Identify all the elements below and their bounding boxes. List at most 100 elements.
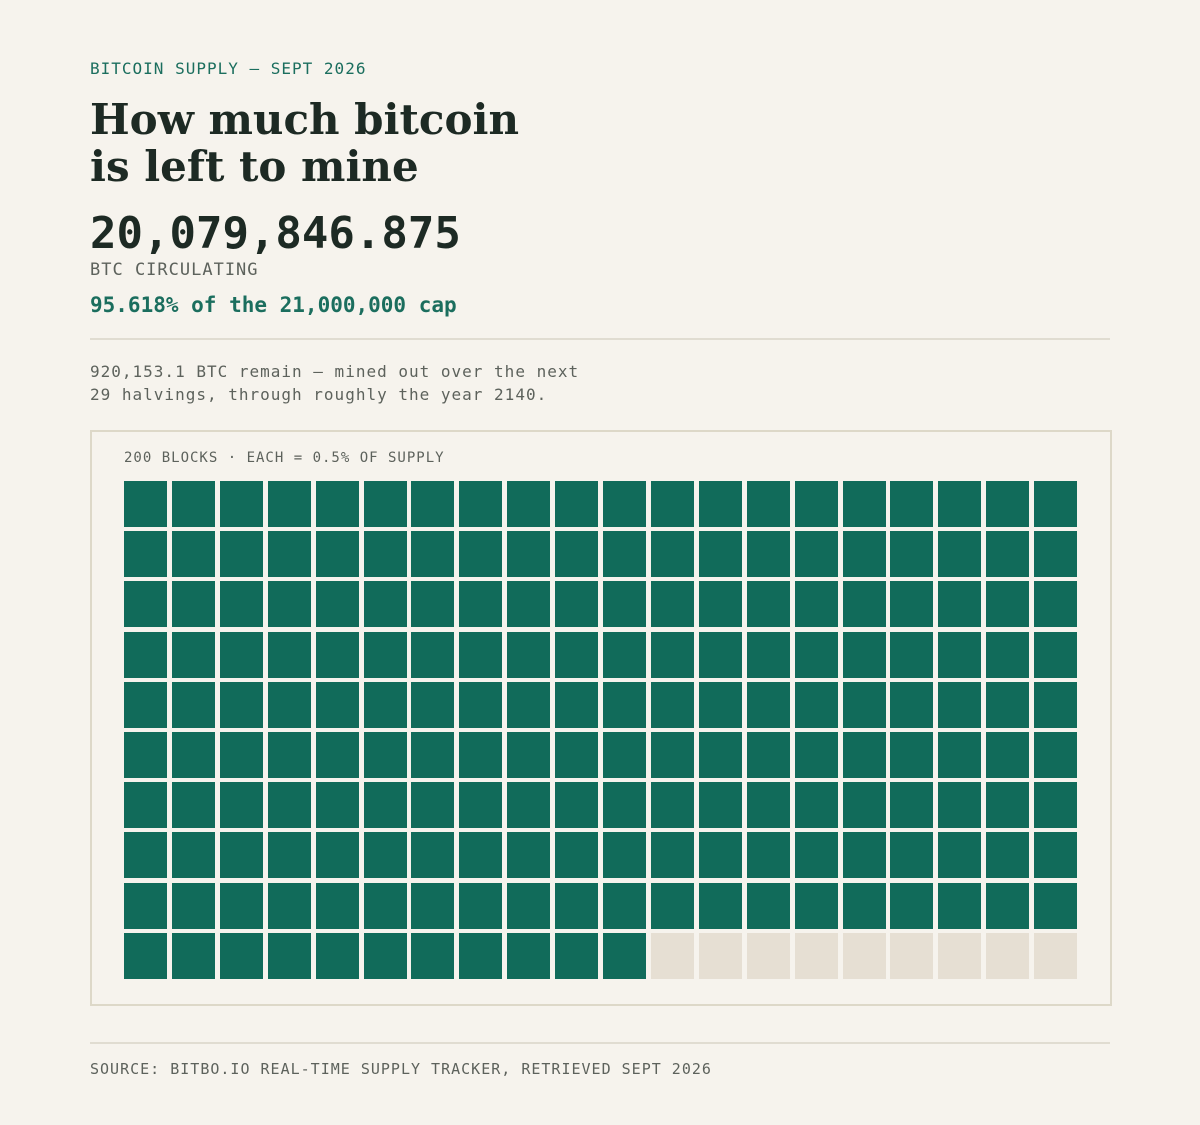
waffle-block [124,782,167,829]
waffle-block [698,531,742,578]
waffle-block [746,581,790,628]
waffle-block [411,481,455,527]
waffle-block [603,782,646,829]
title-line: How much bitcoin [90,95,519,144]
waffle-block [459,481,503,527]
waffle-block [938,782,982,829]
waffle-block [171,581,215,628]
waffle-block [507,832,551,879]
waffle-block [650,531,694,578]
waffle-block [219,581,263,628]
waffle-block [267,581,311,628]
waffle-block [219,732,263,778]
waffle-block [1034,681,1078,728]
waffle-block [603,481,646,527]
remain-line: 920,153.1 BTC remain — mined out over th… [90,362,580,381]
waffle-block [746,882,790,929]
waffle-block [411,882,455,929]
waffle-block [267,631,311,678]
waffle-block [842,481,886,527]
waffle-block [363,681,407,728]
waffle-block [986,932,1030,979]
waffle-block [650,481,694,527]
waffle-block [794,782,838,829]
waffle-block [890,732,934,778]
waffle-block [986,631,1030,678]
waffle-block [315,932,359,979]
waffle-block [746,681,790,728]
waffle-block [267,481,311,527]
waffle-block [746,732,790,778]
waffle-block [650,882,694,929]
waffle-block [890,631,934,678]
waffle-block [746,932,790,979]
waffle-block [363,631,407,678]
waffle-block [698,681,742,728]
waffle-block [986,882,1030,929]
waffle-block [938,581,982,628]
waffle-block [171,681,215,728]
chart-box: 200 BLOCKS · EACH = 0.5% OF SUPPLY [90,430,1112,1006]
waffle-block [459,782,503,829]
waffle-block [794,481,838,527]
waffle-block [1034,631,1078,678]
waffle-block [842,882,886,929]
waffle-block [842,932,886,979]
waffle-block [555,631,599,678]
waffle-block [124,631,167,678]
source: SOURCE: BITBO.IO REAL-TIME SUPPLY TRACKE… [90,1060,712,1078]
waffle-block [171,782,215,829]
waffle-block [746,782,790,829]
waffle-block [124,882,167,929]
waffle-block [411,732,455,778]
waffle-block [267,531,311,578]
divider [90,338,1110,340]
waffle-block [890,681,934,728]
waffle-block [219,481,263,527]
waffle-block [411,581,455,628]
divider [90,1042,1110,1044]
waffle-block [315,631,359,678]
waffle-block [794,882,838,929]
waffle-block [124,932,167,979]
waffle-block [219,531,263,578]
waffle-block [219,932,263,979]
waffle-block [459,932,503,979]
waffle-block [650,732,694,778]
waffle-block [986,732,1030,778]
waffle-block [794,631,838,678]
waffle-block [267,732,311,778]
waffle-block [555,681,599,728]
waffle-block [315,782,359,829]
title-line: is left to mine [90,142,419,191]
waffle-block [507,732,551,778]
waffle-block [794,832,838,879]
waffle-block [315,681,359,728]
waffle-block [363,882,407,929]
waffle-block [363,481,407,527]
waffle-block [650,782,694,829]
chart-title: 200 BLOCKS · EACH = 0.5% OF SUPPLY [124,450,445,466]
waffle-block [794,732,838,778]
waffle-block [459,732,503,778]
remain-note: 920,153.1 BTC remain — mined out over th… [90,360,579,406]
waffle-block [315,832,359,879]
waffle-block [603,932,646,979]
waffle-block [794,932,838,979]
waffle-block [411,631,455,678]
waffle-block [842,631,886,678]
waffle-block [507,681,551,728]
waffle-block [267,782,311,829]
waffle-block [603,681,646,728]
waffle-block [986,681,1030,728]
waffle-block [507,932,551,979]
waffle-block [171,531,215,578]
waffle-block [938,481,982,527]
waffle-block [363,782,407,829]
waffle-block [938,882,982,929]
waffle-block [124,481,167,527]
waffle-block [411,531,455,578]
circulating-label: BTC CIRCULATING [90,260,259,280]
waffle-block [507,882,551,929]
waffle-block [411,782,455,829]
